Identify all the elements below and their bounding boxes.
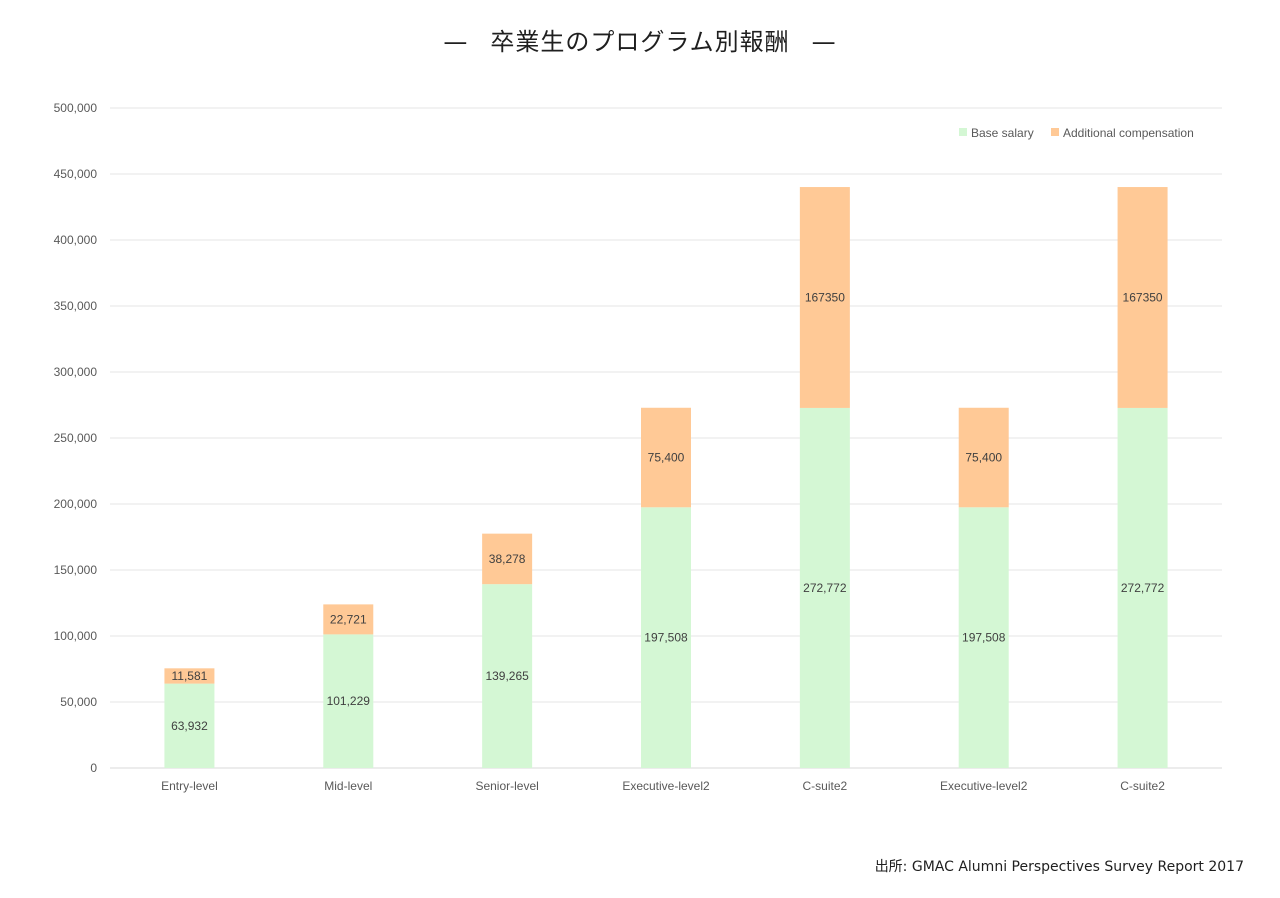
data-label-base-salary: 101,229 xyxy=(327,694,371,708)
bar-base-salary xyxy=(323,634,374,768)
bar-additional-compensation xyxy=(641,407,691,508)
y-tick-label: 350,000 xyxy=(54,299,98,313)
x-tick-label: Senior-level xyxy=(475,779,538,793)
title-dash-right: — xyxy=(811,28,837,56)
data-label-base-salary: 197,508 xyxy=(962,631,1006,645)
legend-label-additional-compensation: Additional compensation xyxy=(1063,126,1194,140)
data-label-additional-compensation: 11,581 xyxy=(172,669,208,683)
data-label-base-salary: 63,932 xyxy=(171,719,208,733)
chart-title-text: 卒業生のプログラム別報酬 xyxy=(490,28,790,56)
y-tick-label: 400,000 xyxy=(54,233,98,247)
data-label-base-salary: 139,265 xyxy=(485,669,529,683)
bar-base-salary xyxy=(641,507,691,768)
legend-swatch-base-salary xyxy=(959,128,967,136)
y-tick-label: 500,000 xyxy=(54,101,98,115)
data-label-additional-compensation: 167350 xyxy=(805,290,845,304)
x-tick-label: Entry-level xyxy=(161,779,218,793)
data-label-base-salary: 272,772 xyxy=(803,581,847,595)
source-note: 出所: GMAC Alumni Perspectives Survey Repo… xyxy=(874,859,1244,875)
data-label-additional-compensation: 38,278 xyxy=(489,552,526,566)
y-tick-label: 200,000 xyxy=(54,497,98,511)
y-tick-label: 0 xyxy=(90,761,97,775)
x-tick-label: Executive-level2 xyxy=(940,779,1028,793)
bar-additional-compensation xyxy=(164,668,215,684)
data-label-additional-compensation: 75,400 xyxy=(965,451,1002,465)
bar-additional-compensation xyxy=(482,533,533,585)
chart-title: — 卒業生のプログラム別報酬 — xyxy=(0,22,1280,57)
x-tick-label: C-suite2 xyxy=(1120,779,1165,793)
bar-additional-compensation xyxy=(1117,187,1168,408)
x-tick-label: C-suite2 xyxy=(803,779,848,793)
bar-base-salary xyxy=(164,683,215,768)
bar-base-salary xyxy=(482,584,533,768)
bar-additional-compensation xyxy=(958,407,1009,508)
y-tick-label: 150,000 xyxy=(54,563,98,577)
data-label-additional-compensation: 22,721 xyxy=(330,612,367,626)
data-label-additional-compensation: 167350 xyxy=(1123,290,1163,304)
data-label-additional-compensation: 75,400 xyxy=(648,451,685,465)
bar-base-salary xyxy=(799,407,850,768)
bar-base-salary xyxy=(958,507,1009,768)
bar-base-salary xyxy=(1117,407,1168,768)
data-label-base-salary: 197,508 xyxy=(644,631,688,645)
title-dash-left: — xyxy=(443,28,469,56)
y-tick-label: 100,000 xyxy=(54,629,98,643)
bar-additional-compensation xyxy=(799,187,850,408)
y-tick-label: 250,000 xyxy=(54,431,98,445)
y-tick-label: 300,000 xyxy=(54,365,98,379)
y-tick-label: 450,000 xyxy=(54,167,98,181)
x-tick-label: Executive-level2 xyxy=(622,779,710,793)
y-tick-label: 50,000 xyxy=(60,695,97,709)
data-label-base-salary: 272,772 xyxy=(1121,581,1165,595)
legend-label-base-salary: Base salary xyxy=(971,126,1034,140)
legend-swatch-additional-compensation xyxy=(1051,128,1059,136)
x-tick-label: Mid-level xyxy=(324,779,372,793)
bar-additional-compensation xyxy=(323,604,374,635)
